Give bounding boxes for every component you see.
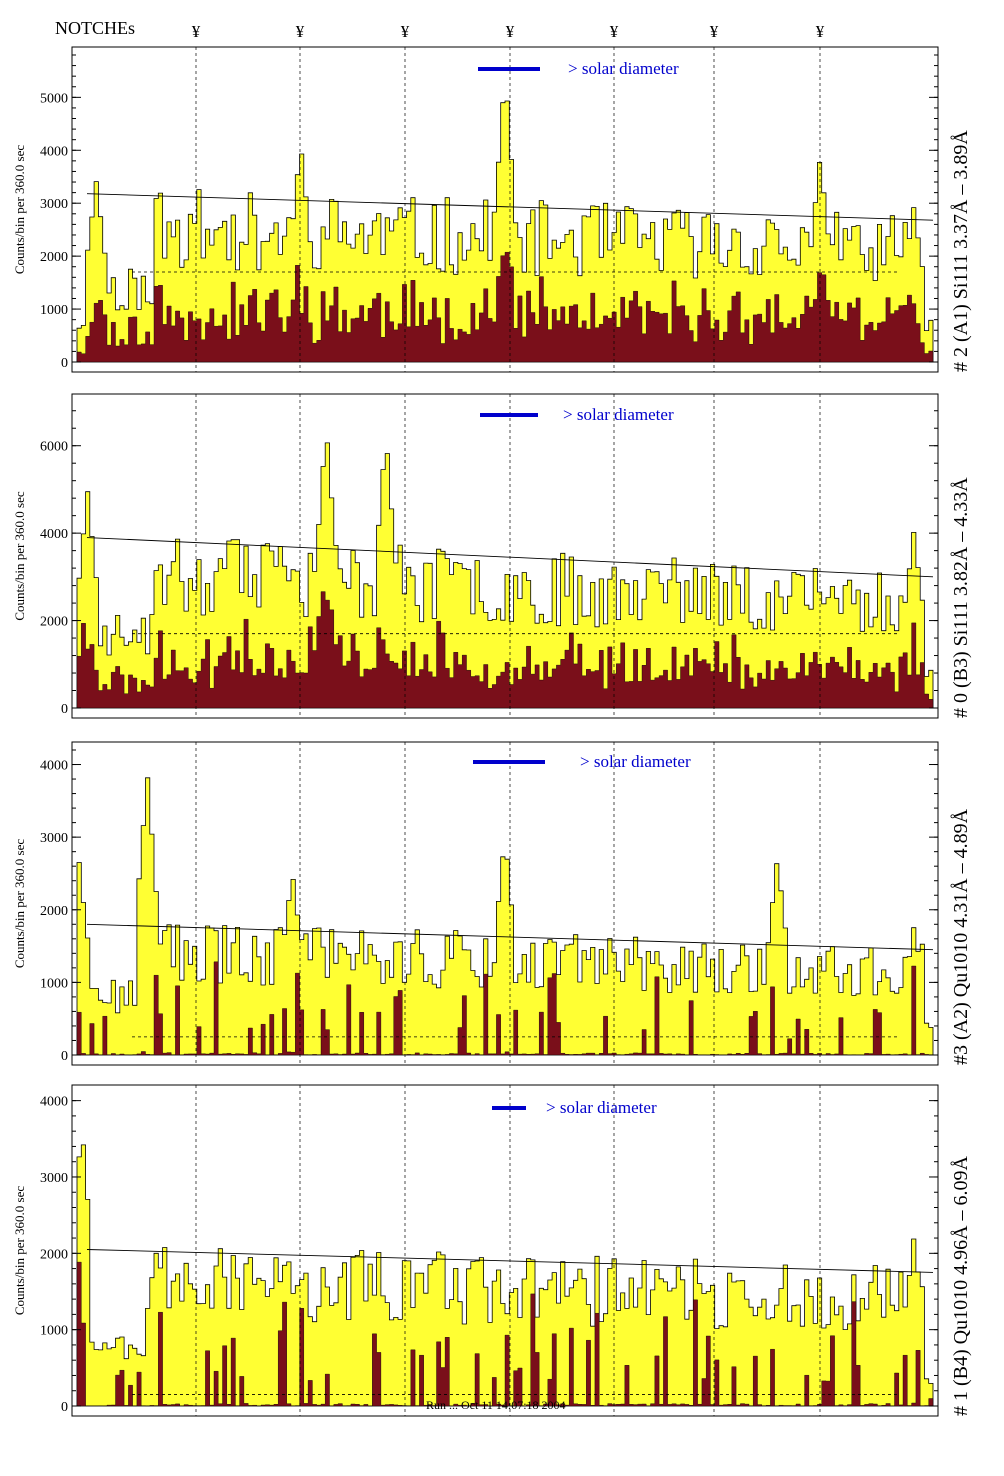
panel-3: 0 1000 2000 3000 4000 Counts/bin per 360.0 se… [12,741,939,1066]
y-axis-label: Counts/bin per 360.0 sec [12,839,27,968]
y-tick-label: 3000 [40,197,68,212]
notch-symbol-4: ¥ [506,22,515,41]
footer-timestamp: Run ... Oct 11 14:07:18 2004 [426,1398,566,1412]
notch-symbol-3: ¥ [401,22,410,41]
y-tick-label: 2000 [40,904,68,919]
panel-2: 0 2000 4000 6000 Counts/bin per 360.0 sec > s… [12,393,939,719]
yellow-histogram [76,777,934,1056]
y-tick-label: 3000 [40,831,68,846]
y-tick-label: 0 [61,356,68,371]
notch-symbol-7: ¥ [816,22,825,41]
notch-symbol-2: ¥ [296,22,305,41]
panel-frame [71,741,939,1066]
y-tick-label: 2000 [40,250,68,265]
notches-label: NOTCHEs [55,18,135,38]
notch-symbol-1: ¥ [192,22,201,41]
y-tick-label: 4000 [40,759,68,774]
y-tick-label: 2000 [40,615,68,630]
solar-diameter-label: > solar diameter [546,1098,657,1117]
y-tick-label: 4000 [40,527,68,542]
solar-diameter-label: > solar diameter [580,752,691,771]
panel-label-2: # 0 (B3) Si111 3.82Å – 4.33Å [950,477,972,718]
panel-4: 0 1000 2000 3000 4000 Counts/bin per 360.0 se… [12,1084,939,1417]
solar-diameter-label: > solar diameter [563,405,674,424]
y-axis-label: Counts/bin per 360.0 sec [12,145,27,274]
panel-frame [71,393,939,719]
y-tick-label: 5000 [40,91,68,106]
solar-diameter-label: > solar diameter [568,59,679,78]
y-tick-label: 6000 [40,440,68,455]
y-tick-label: 4000 [40,1095,68,1110]
y-tick-label: 0 [61,1400,68,1415]
y-tick-label: 0 [61,1049,68,1064]
dark-histogram [76,252,934,363]
yellow-histogram [76,100,934,363]
panel-label-3: #3 (A2) Qu1010 4.31Å – 4.89Å [950,808,972,1065]
y-tick-label: 1000 [40,1324,68,1339]
panel-label-4: # 1 (B4) Qu1010 4.96Å – 6.09Å [950,1156,972,1416]
y-axis-label: Counts/bin per 360.0 sec [12,491,27,620]
y-tick-label: 2000 [40,1247,68,1262]
panel-frame [71,1084,939,1417]
panel-1: 0 1000 2000 3000 4000 5000 Counts/bin per 360.… [12,46,939,373]
y-tick-label: 1000 [40,303,68,318]
dark-histogram [76,1261,934,1407]
y-axis-label: Counts/bin per 360.0 sec [12,1186,27,1315]
panel-label-1: # 2 (A1) Si111 3.37Å – 3.89Å [950,130,972,372]
y-tick-label: 3000 [40,1171,68,1186]
y-tick-label: 0 [61,702,68,717]
notch-symbol-6: ¥ [710,22,719,41]
notch-symbol-5: ¥ [610,22,619,41]
yellow-histogram [76,1144,934,1407]
trend-line [86,193,934,221]
dark-histogram [76,591,934,709]
panel-frame [71,46,939,373]
dark-histogram [76,961,934,1056]
y-tick-label: 1000 [40,976,68,991]
y-tick-label: 4000 [40,144,68,159]
